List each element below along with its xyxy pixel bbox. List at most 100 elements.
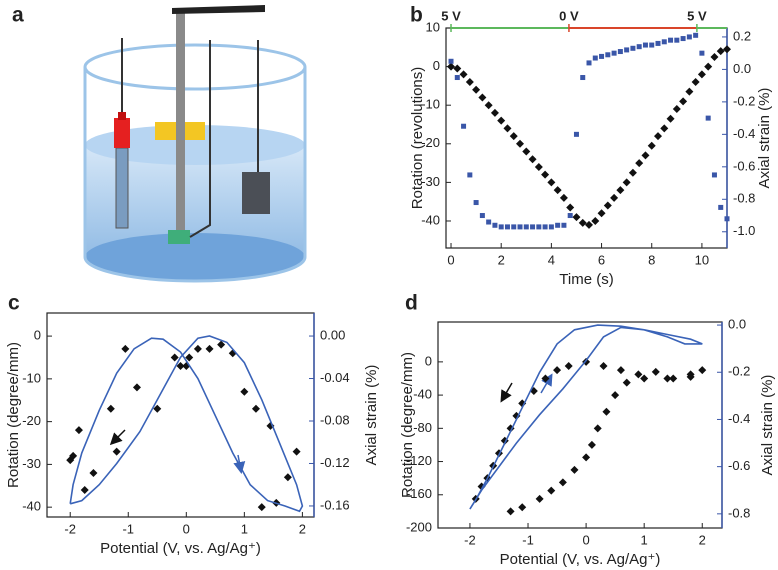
data-point	[654, 132, 663, 141]
data-point	[283, 473, 292, 482]
data-point	[530, 224, 536, 230]
data-point	[516, 139, 525, 148]
data-point	[573, 131, 579, 137]
data-point	[461, 123, 467, 129]
panel-label: b	[410, 4, 423, 27]
data-point	[686, 372, 695, 381]
x-tick-label: 2	[699, 532, 706, 547]
data-point	[459, 70, 468, 79]
data-point	[691, 78, 700, 87]
sweep-arrow	[109, 429, 126, 446]
data-point	[497, 116, 506, 125]
sweep-arrow	[540, 373, 553, 394]
data-point	[528, 155, 537, 164]
data-point	[640, 374, 649, 383]
data-point	[616, 366, 625, 375]
y2-tick-label: -1.0	[733, 223, 755, 238]
y2-tick-label: -0.04	[320, 370, 350, 385]
data-point	[628, 168, 637, 177]
data-point	[655, 40, 661, 46]
plot-frame	[445, 27, 728, 249]
y2-tick-label: -0.6	[728, 458, 750, 473]
data-point	[635, 159, 644, 168]
x-tick-label: 2	[498, 252, 505, 267]
y-tick-label: -160	[406, 486, 432, 501]
data-point	[523, 224, 529, 230]
data-point	[567, 213, 573, 219]
data-point	[666, 114, 675, 123]
x-tick-label: -2	[64, 521, 76, 536]
data-point	[251, 404, 260, 413]
voltage-label: 0 V	[559, 8, 579, 23]
data-point	[240, 387, 249, 396]
data-point	[674, 37, 680, 43]
panel-label: c	[8, 292, 20, 315]
y2-axis-title: Axial strain (%)	[363, 365, 380, 466]
data-point	[454, 75, 460, 81]
strain-curve	[469, 324, 703, 510]
plot-frame	[46, 312, 315, 518]
data-point	[484, 101, 493, 110]
data-point	[498, 224, 504, 230]
strain-curve	[69, 335, 304, 513]
data-point	[705, 115, 711, 121]
data-point	[112, 447, 121, 456]
data-point	[473, 200, 479, 206]
data-point	[176, 362, 185, 371]
y-tick-label: -30	[22, 456, 41, 471]
data-point	[710, 52, 719, 61]
data-point	[548, 224, 554, 230]
data-point	[580, 75, 586, 81]
data-point	[541, 170, 550, 179]
y-tick-label: -40	[413, 387, 432, 402]
data-point	[647, 141, 656, 150]
data-point	[121, 344, 130, 353]
data-point	[506, 507, 515, 516]
data-point	[572, 213, 581, 222]
y2-axis-title: Axial strain (%)	[756, 88, 773, 189]
y-tick-label: 0	[425, 353, 432, 368]
data-point	[509, 132, 518, 141]
x-tick-label: 8	[648, 252, 655, 267]
y2-tick-label: -0.2	[733, 93, 755, 108]
data-point	[686, 34, 692, 40]
y2-tick-label: -0.4	[728, 411, 750, 426]
data-point	[217, 340, 226, 349]
data-point	[465, 78, 474, 87]
y2-tick-label: -0.16	[320, 497, 350, 512]
x-axis-title: Potential (V, vs. Ag/Ag⁺)	[100, 540, 261, 557]
y2-tick-label: 0.00	[320, 327, 345, 342]
data-point	[511, 224, 517, 230]
x-tick-label: 10	[695, 252, 709, 267]
data-point	[542, 224, 548, 230]
data-point	[624, 47, 630, 53]
y2-tick-label: -0.8	[733, 191, 755, 206]
data-point	[522, 147, 531, 156]
data-point	[669, 374, 678, 383]
data-point	[292, 447, 301, 456]
x-tick-label: 1	[241, 521, 248, 536]
y-tick-label: 10	[426, 19, 440, 34]
data-point	[80, 486, 89, 495]
data-point	[698, 366, 707, 375]
y-axis-title: Rotation (revolutions)	[409, 67, 426, 210]
data-point	[611, 391, 620, 400]
y-tick-label: -40	[22, 499, 41, 514]
y2-tick-label: 0.0	[728, 317, 746, 332]
y2-axis-title: Axial strain (%)	[759, 375, 776, 476]
y2-tick-label: -0.8	[728, 505, 750, 520]
data-point	[132, 383, 141, 392]
data-point	[622, 378, 631, 387]
data-point	[636, 44, 642, 50]
data-point	[553, 186, 562, 195]
y2-tick-label: -0.12	[320, 455, 350, 470]
data-point	[561, 222, 567, 228]
data-point	[478, 93, 487, 102]
data-point	[672, 105, 681, 114]
data-point	[630, 45, 636, 51]
data-point	[541, 374, 550, 383]
data-point	[597, 209, 606, 218]
x-axis-title: Time (s)	[559, 271, 613, 288]
data-point	[486, 219, 492, 225]
